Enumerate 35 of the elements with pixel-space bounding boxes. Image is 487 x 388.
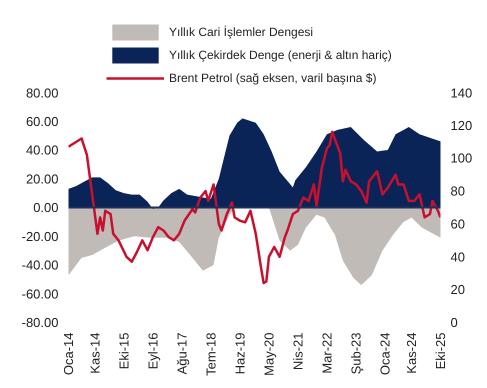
legend-label: Yıllık Cari İşlemler Dengesi	[169, 24, 314, 41]
x-tick-label: Nis-21	[290, 332, 306, 370]
y-tick-label: 40.00	[26, 142, 59, 158]
y-tick-label: -20.00	[22, 228, 59, 244]
y-tick-label: 60.00	[26, 114, 59, 129]
x-tick-label: Oca-24	[378, 332, 393, 376]
y2-tick-label: 60	[450, 216, 465, 232]
y2-tick-label: 0	[450, 315, 458, 330]
x-tick-label: Eki-15	[116, 332, 132, 370]
y2-tick-label: 120	[450, 118, 472, 133]
x-tick-label: Mar-22	[319, 332, 334, 374]
x-tick-label: Eyl-16	[145, 332, 160, 370]
y2-tick-label: 140	[450, 86, 472, 100]
y-tick-label: 0.00	[33, 200, 59, 215]
legend-label: Brent Petrol (sağ eksen, varil başına $)	[169, 70, 376, 87]
x-tick-label: Şub-23	[348, 332, 364, 374]
legend-label: Yıllık Çekirdek Denge (enerji & altın hariç)	[169, 47, 392, 64]
x-tick-label: Oca-14	[61, 332, 76, 376]
x-tick-label: May-20	[261, 332, 276, 376]
x-tick-label: Eki-25	[433, 332, 448, 370]
y2-tick-label: 20	[450, 282, 465, 298]
y2-tick-label: 100	[450, 150, 472, 166]
x-tick-label: Haz-19	[232, 332, 248, 374]
y-tick-label: 20.00	[26, 171, 59, 186]
y-tick-label: -40.00	[22, 258, 59, 272]
x-tick-label: Tem-18	[203, 332, 218, 376]
y-tick-label: -80.00	[22, 315, 59, 330]
y-tick-label: -60.00	[22, 286, 59, 302]
x-tick-label: Kas-14	[87, 332, 102, 374]
y2-tick-label: 40	[450, 249, 465, 264]
line-series	[68, 130, 440, 284]
y-tick-label: 80.00	[26, 86, 59, 100]
x-tick-label: Kas-24	[404, 332, 420, 374]
x-tick-label: Ağu-17	[174, 332, 190, 374]
y2-tick-label: 80	[450, 184, 465, 199]
